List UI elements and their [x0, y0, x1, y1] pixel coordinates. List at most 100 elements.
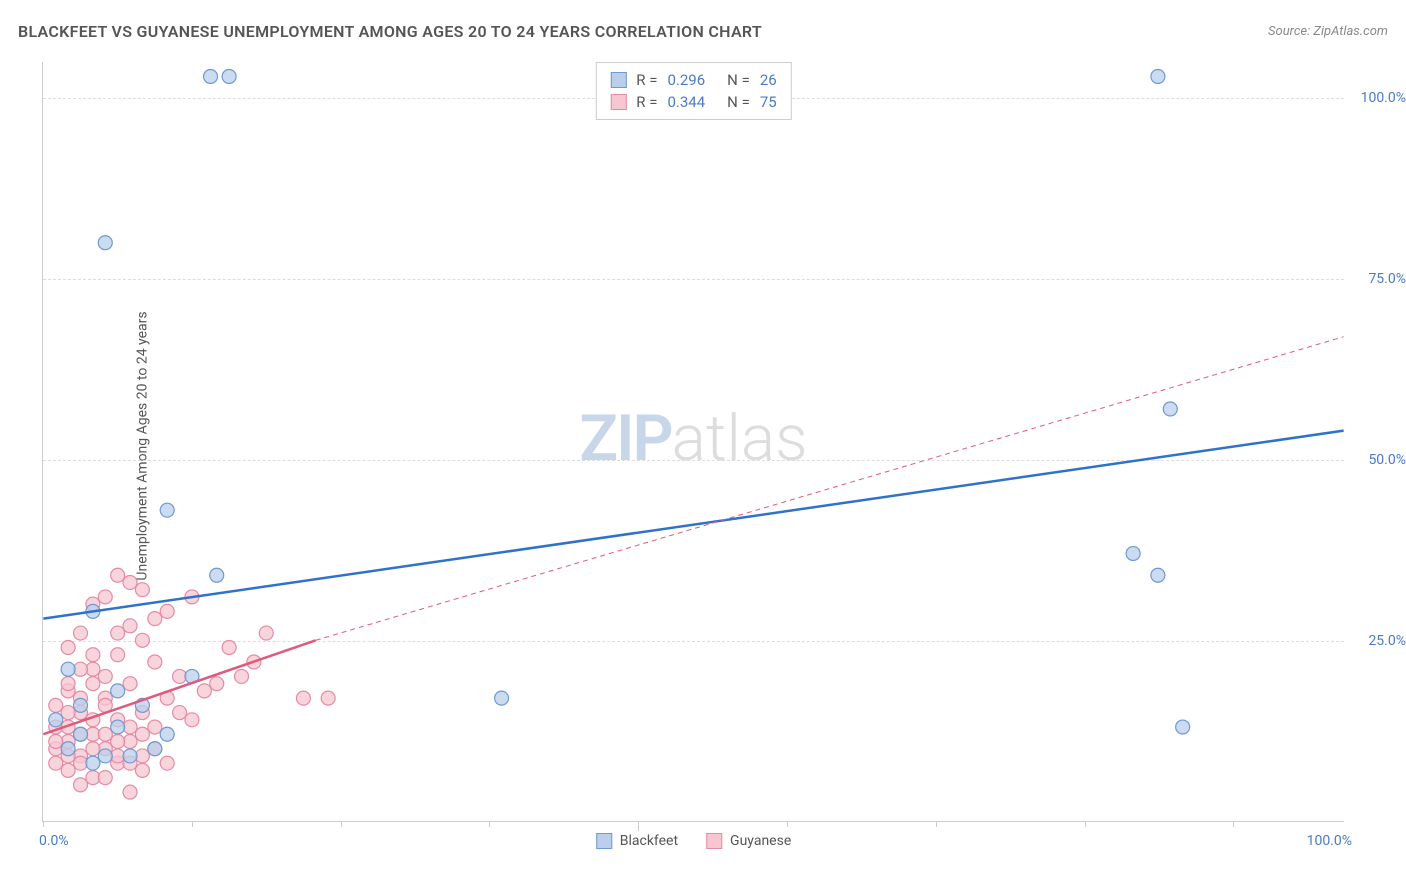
data-point-guyanese: [135, 727, 149, 741]
data-point-blackfeet: [74, 698, 88, 712]
r-label: R =: [636, 93, 657, 111]
data-point-guyanese: [111, 734, 125, 748]
n-label: N =: [727, 71, 750, 89]
x-tick-right: 100.0%: [1307, 833, 1352, 849]
data-point-guyanese: [123, 575, 137, 589]
data-point-guyanese: [74, 626, 88, 640]
data-point-guyanese: [61, 763, 75, 777]
data-point-guyanese: [61, 706, 75, 720]
data-point-blackfeet: [98, 236, 112, 250]
x-tick-mark: [936, 821, 937, 827]
data-point-blackfeet: [1151, 568, 1165, 582]
x-tick-mark: [43, 821, 44, 827]
y-tick-label: 100.0%: [1361, 90, 1406, 106]
x-tick-mark: [1085, 821, 1086, 827]
data-point-guyanese: [111, 568, 125, 582]
data-point-guyanese: [210, 677, 224, 691]
data-point-blackfeet: [204, 69, 218, 83]
x-tick-mark: [341, 821, 342, 827]
data-point-guyanese: [123, 619, 137, 633]
data-point-guyanese: [111, 626, 125, 640]
data-point-blackfeet: [111, 684, 125, 698]
legend-row-guyanese: R = 0.344 N = 75: [610, 91, 776, 113]
x-tick-mark: [638, 821, 639, 831]
data-point-blackfeet: [61, 662, 75, 676]
r-value-guyanese: 0.344: [667, 93, 705, 111]
data-point-guyanese: [148, 655, 162, 669]
data-point-guyanese: [86, 648, 100, 662]
y-tick-label: 75.0%: [1368, 271, 1406, 287]
data-point-blackfeet: [1151, 69, 1165, 83]
data-point-guyanese: [135, 633, 149, 647]
data-point-guyanese: [185, 713, 199, 727]
plot-area: ZIPatlas R = 0.296 N = 26 R = 0.344 N = …: [42, 62, 1344, 822]
legend-item-guyanese: Guyanese: [706, 833, 791, 849]
series-legend: Blackfeet Guyanese: [596, 833, 792, 849]
trend-line-blackfeet: [43, 431, 1343, 619]
data-point-blackfeet: [1126, 547, 1140, 561]
legend-label-blackfeet: Blackfeet: [620, 833, 678, 849]
y-tick-label: 25.0%: [1368, 633, 1406, 649]
data-point-guyanese: [49, 734, 63, 748]
data-point-guyanese: [98, 771, 112, 785]
data-point-guyanese: [296, 691, 310, 705]
chart-title: BLACKFEET VS GUYANESE UNEMPLOYMENT AMONG…: [18, 22, 762, 41]
data-point-guyanese: [49, 756, 63, 770]
data-point-guyanese: [235, 669, 249, 683]
data-point-guyanese: [123, 677, 137, 691]
scatter-svg: [43, 62, 1344, 821]
data-point-guyanese: [86, 677, 100, 691]
data-point-guyanese: [111, 648, 125, 662]
data-point-blackfeet: [222, 69, 236, 83]
data-point-blackfeet: [49, 713, 63, 727]
data-point-guyanese: [98, 727, 112, 741]
data-point-blackfeet: [98, 749, 112, 763]
data-point-blackfeet: [495, 691, 509, 705]
data-point-blackfeet: [160, 503, 174, 517]
data-point-blackfeet: [123, 749, 137, 763]
data-point-guyanese: [173, 706, 187, 720]
r-label: R =: [636, 71, 657, 89]
r-value-blackfeet: 0.296: [667, 71, 705, 89]
data-point-blackfeet: [86, 756, 100, 770]
data-point-guyanese: [61, 641, 75, 655]
legend-swatch-guyanese: [610, 94, 626, 110]
data-point-guyanese: [160, 604, 174, 618]
data-point-blackfeet: [160, 727, 174, 741]
data-point-guyanese: [74, 778, 88, 792]
x-tick-mark: [787, 821, 788, 827]
source-attribution: Source: ZipAtlas.com: [1268, 24, 1388, 39]
data-point-guyanese: [197, 684, 211, 698]
data-point-blackfeet: [61, 742, 75, 756]
data-point-guyanese: [98, 669, 112, 683]
x-tick-mark: [192, 821, 193, 827]
y-tick-label: 50.0%: [1368, 452, 1406, 468]
n-value-blackfeet: 26: [760, 71, 777, 89]
data-point-guyanese: [135, 763, 149, 777]
data-point-blackfeet: [111, 720, 125, 734]
data-point-guyanese: [61, 677, 75, 691]
n-value-guyanese: 75: [760, 93, 777, 111]
data-point-blackfeet: [210, 568, 224, 582]
legend-swatch-blackfeet: [610, 72, 626, 88]
legend-item-blackfeet: Blackfeet: [596, 833, 678, 849]
data-point-guyanese: [123, 785, 137, 799]
data-point-guyanese: [86, 742, 100, 756]
data-point-guyanese: [148, 612, 162, 626]
data-point-blackfeet: [1163, 402, 1177, 416]
data-point-guyanese: [259, 626, 273, 640]
data-point-blackfeet: [148, 742, 162, 756]
trend-line-guyanese-dashed: [316, 337, 1344, 641]
data-point-guyanese: [321, 691, 335, 705]
data-point-blackfeet: [1176, 720, 1190, 734]
data-point-guyanese: [98, 590, 112, 604]
data-point-guyanese: [148, 720, 162, 734]
data-point-guyanese: [49, 698, 63, 712]
x-tick-mark: [1233, 821, 1234, 827]
n-label: N =: [727, 93, 750, 111]
data-point-blackfeet: [74, 727, 88, 741]
x-tick-left: 0.0%: [39, 833, 69, 849]
data-point-guyanese: [160, 756, 174, 770]
legend-label-guyanese: Guyanese: [730, 833, 791, 849]
data-point-guyanese: [222, 641, 236, 655]
